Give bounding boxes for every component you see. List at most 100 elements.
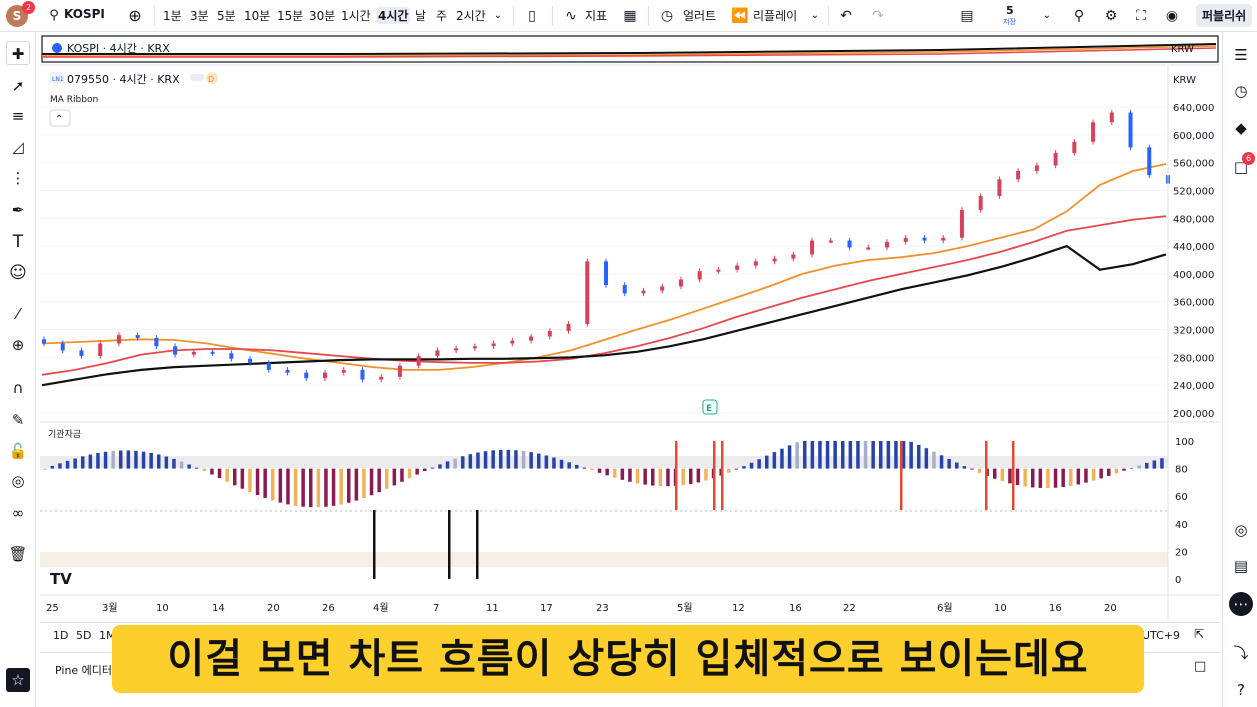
prediction-icon[interactable]: ⋮ xyxy=(10,169,26,187)
fib-retracement-icon[interactable]: ≡ xyxy=(11,107,25,125)
chevron-down-icon[interactable]: ⌄ xyxy=(810,10,820,21)
range-1d[interactable]: 1D xyxy=(53,629,69,642)
redo-icon[interactable]: ↷ xyxy=(872,8,884,24)
lock-icon[interactable]: 🔓 xyxy=(8,442,28,460)
add-symbol-icon[interactable]: ⊕ xyxy=(128,6,142,25)
watchlist-icon[interactable]: ☰ xyxy=(1234,46,1248,64)
pine-editor-tab[interactable]: Pine 에디터 xyxy=(55,664,113,677)
search-icon[interactable]: ⚲ xyxy=(49,8,59,23)
expand-icon[interactable]: ⇱ xyxy=(1194,627,1205,641)
text-icon[interactable]: T xyxy=(12,232,24,252)
indicator-bar xyxy=(1152,460,1157,469)
layers-icon[interactable]: ◆ xyxy=(1235,119,1247,137)
indicator-bar xyxy=(157,454,161,469)
ruler-icon[interactable]: ⁄ xyxy=(16,305,20,323)
indicators-icon[interactable]: ∿ xyxy=(565,8,577,24)
chart-area[interactable]: KOSPI · 4시간 · KRX KRW LN1 079550 · 4시간 ·… xyxy=(40,32,1220,622)
zoom-in-icon[interactable]: ⊕ xyxy=(11,336,25,354)
pattern-icon[interactable]: ◿ xyxy=(12,138,24,156)
x-axis-label: 10 xyxy=(994,603,1007,614)
price-tick-label: 600,000 xyxy=(1173,131,1214,142)
timezone[interactable]: UTC+9 xyxy=(1142,629,1181,642)
interval-week[interactable]: 주 xyxy=(436,9,448,23)
candle-body xyxy=(454,348,459,351)
alert-icon[interactable]: ◷ xyxy=(660,8,674,24)
brush-icon[interactable]: ✒ xyxy=(11,201,25,219)
templates-icon[interactable]: ▦ xyxy=(623,8,637,24)
fullscreen-icon[interactable]: ⛶ xyxy=(1136,8,1146,24)
publish-button[interactable]: 퍼블리쉬 xyxy=(1196,4,1253,27)
trash-icon[interactable]: 🗑 xyxy=(8,545,28,563)
indicator-upper-band xyxy=(40,456,1168,468)
snapshot-icon[interactable]: ◉ xyxy=(1165,8,1179,24)
undo-icon[interactable]: ↶ xyxy=(840,8,852,24)
signal-bar xyxy=(721,441,724,510)
interval-4h[interactable]: 4시간 xyxy=(376,7,411,24)
interval-1h[interactable]: 1시간 xyxy=(341,9,371,23)
settings-icon[interactable]: ⚙ xyxy=(1104,8,1118,24)
ma-slow-line xyxy=(41,244,1167,387)
tradingview-logo-icon: TV xyxy=(50,570,72,588)
alarm-clock-icon[interactable]: ◷ xyxy=(1234,82,1248,100)
help-icon[interactable]: ? xyxy=(1237,681,1245,699)
indicator-bar xyxy=(423,468,427,472)
candle-body xyxy=(379,376,384,380)
alert-button[interactable]: 얼러트 xyxy=(683,9,717,23)
price-tick-label: 520,000 xyxy=(1173,186,1214,197)
indicator-bar xyxy=(271,468,275,501)
link-icon[interactable]: ∞ xyxy=(11,504,25,522)
symbol-search[interactable]: KOSPI xyxy=(64,7,105,21)
price-tick-label: 400,000 xyxy=(1173,270,1214,281)
broadcast-icon[interactable]: ⤵ xyxy=(1233,644,1249,662)
target-icon[interactable]: ◎ xyxy=(1234,521,1248,539)
indicator-bar xyxy=(293,468,298,506)
interval-day[interactable]: 날 xyxy=(415,9,427,23)
range-1m[interactable]: 1M xyxy=(99,629,116,642)
lock-drawing-icon[interactable]: ✎ xyxy=(11,411,25,429)
indicator-bar xyxy=(529,452,533,469)
legend-flag: D xyxy=(208,75,214,84)
trend-line-icon[interactable]: ➚ xyxy=(11,77,25,95)
legend-toggle-icon xyxy=(190,74,204,81)
layout-count[interactable]: 5 xyxy=(1006,4,1014,17)
emoji-icon[interactable]: ☺ xyxy=(9,263,27,283)
crosshair-icon[interactable]: ✚ xyxy=(6,41,30,65)
chevron-down-icon[interactable]: ⌄ xyxy=(1042,10,1052,21)
favorites-star-icon[interactable]: ☆ xyxy=(6,668,30,692)
indicator-bar xyxy=(407,468,412,479)
interval-10m[interactable]: 10분 xyxy=(244,9,271,23)
maximize-panel-icon[interactable]: □ xyxy=(1194,659,1207,674)
indicator-bar xyxy=(164,456,169,469)
layout-icon[interactable]: ▤ xyxy=(960,8,974,24)
overview-line-orange xyxy=(42,45,1217,57)
candle-body xyxy=(547,330,552,337)
replay-icon[interactable]: ⏪ xyxy=(731,8,749,24)
apps-grid-icon[interactable]: ⋯ xyxy=(1229,592,1253,616)
indicator-bar xyxy=(96,452,100,469)
magnet-icon[interactable]: ∩ xyxy=(12,379,24,397)
interval-15m[interactable]: 15분 xyxy=(277,9,304,23)
indicator-bar xyxy=(499,449,503,469)
interval-5m[interactable]: 5분 xyxy=(217,9,236,23)
chart-svg[interactable]: KOSPI · 4시간 · KRX KRW LN1 079550 · 4시간 ·… xyxy=(40,32,1220,622)
interval-2h[interactable]: 2시간 xyxy=(456,9,486,23)
interval-30m[interactable]: 30분 xyxy=(309,9,336,23)
replay-button[interactable]: 리플레이 xyxy=(753,9,798,23)
range-5d[interactable]: 5D xyxy=(76,629,92,642)
price-currency: KRW xyxy=(1173,75,1196,86)
candle-body xyxy=(1128,112,1133,148)
candle-style-icon[interactable]: ▯ xyxy=(528,8,536,24)
interval-1m[interactable]: 1분 xyxy=(163,9,182,23)
chevron-down-icon[interactable]: ⌄ xyxy=(493,10,503,21)
candle-body xyxy=(229,353,234,359)
indicator-bar xyxy=(103,451,108,469)
indicator-bar xyxy=(385,468,389,489)
eye-icon[interactable]: ◎ xyxy=(11,472,25,490)
indicators-button[interactable]: 지표 xyxy=(585,9,608,23)
quick-search-icon[interactable]: ⚲ xyxy=(1073,8,1085,24)
indicator-tick-label: 100 xyxy=(1175,437,1194,448)
interval-3m[interactable]: 3분 xyxy=(190,9,209,23)
x-axis-label: 25 xyxy=(46,603,59,614)
indicator-bar xyxy=(833,441,837,469)
calendar-icon[interactable]: ▤ xyxy=(1233,557,1249,575)
